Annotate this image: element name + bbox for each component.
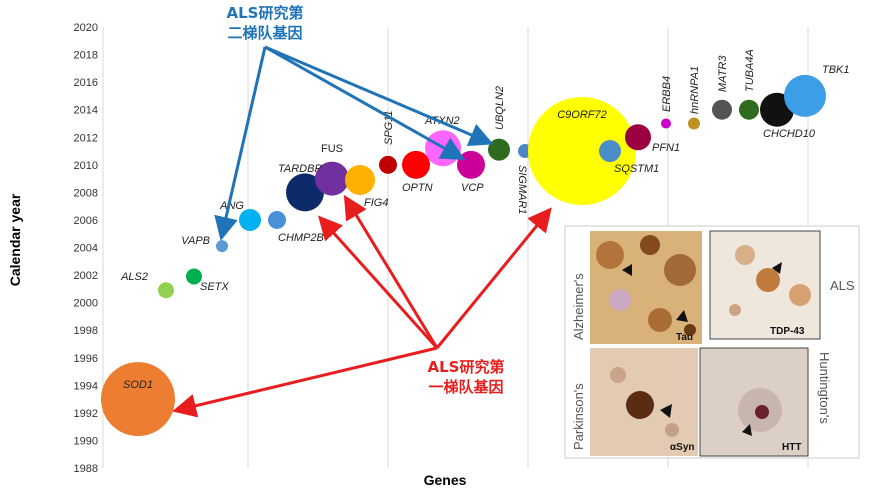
y-tick-label: 2008 — [74, 187, 98, 199]
gene-label-tardbp: TARDBP — [278, 163, 322, 175]
gene-label-chmp2b: CHMP2B — [278, 232, 324, 244]
y-tick-label: 2014 — [74, 105, 98, 117]
bubble-ubqln2 — [488, 138, 510, 161]
y-tick-label: 2018 — [74, 50, 98, 62]
gene-label-sod1: SOD1 — [123, 379, 153, 391]
x-axis-title: Genes — [424, 472, 467, 488]
htt-stain-label: HTT — [782, 442, 801, 453]
bubble-vapb — [216, 240, 228, 253]
gene-label-tuba4a: TUBA4A — [744, 49, 756, 92]
gene-label-pfn1: PFN1 — [652, 142, 680, 154]
bubble-fus — [315, 161, 349, 196]
y-tick-label: 1990 — [74, 435, 98, 447]
gene-label-hnrnpa1: hnRNPA1 — [689, 66, 701, 114]
y-tick-label: 1996 — [74, 353, 98, 365]
gene-label-vcp: VCP — [461, 182, 484, 194]
bubble-matr3 — [712, 99, 732, 120]
gene-label-ubqln2: UBQLN2 — [494, 86, 506, 130]
y-axis-title: Calendar year — [7, 193, 23, 286]
gene-label-c9orf72: C9ORF72 — [557, 109, 607, 121]
bubble-tuba4a — [739, 99, 759, 120]
huntingtons-panel-label: Huntington's — [817, 352, 832, 424]
bubble-hnrnpa1 — [688, 117, 700, 130]
gene-label-ang: ANG — [219, 200, 244, 212]
y-axis: 1988 1990 1992 1994 1996 1998 2000 2002 2004 2006… — [74, 22, 98, 475]
first-tier-annotation-line2: 一梯队基因 — [428, 378, 503, 396]
gene-label-als2: ALS2 — [120, 271, 148, 283]
y-tick-label: 2004 — [74, 243, 98, 255]
gene-label-erbb4: ERBB4 — [661, 76, 673, 112]
neuropathology-inset: Tau TDP-43 ALS Alzheimer's αSyn Parkinso… — [564, 225, 860, 459]
y-tick-label: 2006 — [74, 215, 98, 227]
second-tier-annotation-line2: 二梯队基因 — [227, 24, 302, 42]
bubble-sod1 — [101, 362, 175, 437]
gene-label-fus: FUS — [321, 143, 343, 155]
huntingtons-micrograph: HTT — [699, 347, 809, 457]
y-tick-label: 2020 — [74, 22, 98, 34]
tau-stain-label: Tau — [676, 332, 693, 343]
y-tick-label: 1988 — [74, 463, 98, 475]
als-micrograph: TDP-43 — [709, 230, 821, 340]
y-tick-label: 1992 — [74, 408, 98, 420]
parkinsons-micrograph: αSyn — [590, 348, 698, 456]
bubble-ang — [239, 208, 261, 231]
bubble-tardbp — [286, 173, 324, 212]
y-tick-label: 2010 — [74, 160, 98, 172]
gene-label-fig4: FIG4 — [364, 197, 388, 209]
alzheimers-panel-label: Alzheimer's — [571, 273, 586, 340]
y-tick-label: 1998 — [74, 325, 98, 337]
gene-label-setx: SETX — [200, 281, 229, 293]
second-tier-arrows — [214, 45, 494, 241]
y-tick-label: 2012 — [74, 132, 98, 144]
y-tick-label: 2016 — [74, 77, 98, 89]
asyn-stain-label: αSyn — [670, 442, 695, 453]
bubble-setx — [186, 268, 202, 285]
gene-label-optn: OPTN — [402, 182, 433, 194]
y-tick-label: 2000 — [74, 298, 98, 310]
first-tier-arrows — [172, 194, 552, 418]
gene-label-vapb: VAPB — [181, 235, 210, 247]
als-panel-label: ALS — [830, 278, 855, 293]
gene-label-tbk1: TBK1 — [822, 64, 850, 76]
second-tier-annotation-line1: ALS研究第 — [227, 4, 304, 22]
bubble-spg11 — [379, 155, 397, 174]
y-tick-label: 2002 — [74, 270, 98, 282]
bubble-vcp — [457, 150, 485, 179]
gene-label-layer: SOD1ALS2SETXVAPBANGCHMP2BTARDBPFUSFIG4SP… — [120, 49, 849, 391]
bubble-sqstm1 — [599, 140, 621, 163]
first-tier-annotation-line1: ALS研究第 — [428, 358, 505, 376]
gene-label-matr3: MATR3 — [717, 55, 729, 92]
gene-label-sigmar1: SIGMAR1 — [516, 165, 528, 215]
bubble-c9orf72 — [528, 97, 636, 206]
bubble-fig4 — [345, 164, 375, 195]
bubble-chmp2b — [268, 210, 286, 229]
gene-label-chchd10: CHCHD10 — [763, 128, 816, 140]
bubble-optn — [402, 150, 430, 179]
tdp43-stain-label: TDP-43 — [770, 326, 805, 337]
bubble-als2 — [158, 282, 174, 299]
bubble-pfn1 — [625, 124, 651, 151]
alzheimers-micrograph: Tau — [590, 231, 702, 344]
gene-label-sqstm1: SQSTM1 — [614, 163, 659, 175]
bubble-tbk1 — [784, 74, 826, 117]
y-tick-label: 1994 — [74, 380, 98, 392]
bubble-erbb4 — [661, 118, 671, 129]
parkinsons-panel-label: Parkinson's — [571, 383, 586, 450]
